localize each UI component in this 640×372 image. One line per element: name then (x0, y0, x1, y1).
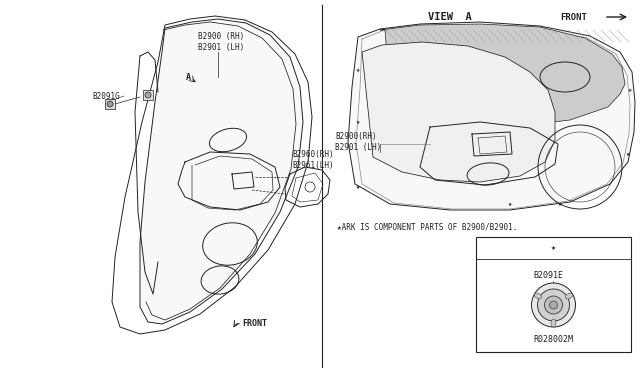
Circle shape (538, 289, 570, 321)
Ellipse shape (551, 319, 556, 327)
Ellipse shape (534, 293, 541, 299)
Text: B2900(RH)
B2901 (LH): B2900(RH) B2901 (LH) (335, 132, 381, 152)
Circle shape (550, 301, 557, 309)
Polygon shape (348, 22, 635, 210)
Text: ★: ★ (551, 244, 556, 253)
Bar (143, 90, 153, 100)
Circle shape (107, 101, 113, 107)
Bar (476, 237, 631, 352)
Text: ★: ★ (356, 67, 360, 73)
Text: B2091E: B2091E (534, 270, 563, 279)
Text: ★: ★ (626, 151, 630, 157)
Polygon shape (380, 24, 625, 127)
Text: A: A (186, 73, 191, 81)
Text: ★ARK IS COMPONENT PARTS OF B2900/B2901.: ★ARK IS COMPONENT PARTS OF B2900/B2901. (337, 222, 517, 231)
Text: ★: ★ (558, 201, 562, 207)
Ellipse shape (565, 293, 573, 299)
Text: B2900 (RH)
B2901 (LH): B2900 (RH) B2901 (LH) (198, 32, 244, 52)
Circle shape (545, 296, 563, 314)
Text: VIEW  A: VIEW A (428, 12, 472, 22)
Text: ★: ★ (508, 201, 512, 207)
Circle shape (531, 283, 575, 327)
Text: FRONT: FRONT (242, 320, 267, 328)
Text: B2960(RH)
B2961(LH): B2960(RH) B2961(LH) (292, 150, 333, 170)
Text: ★: ★ (356, 184, 360, 190)
Text: ★: ★ (628, 87, 632, 93)
Text: ★: ★ (356, 119, 360, 125)
Text: FRONT: FRONT (560, 13, 587, 22)
Polygon shape (362, 42, 555, 182)
Circle shape (145, 92, 151, 98)
Text: R028002M: R028002M (534, 335, 573, 344)
Text: B2091G: B2091G (92, 92, 120, 100)
Bar (105, 99, 115, 109)
Polygon shape (140, 19, 303, 324)
